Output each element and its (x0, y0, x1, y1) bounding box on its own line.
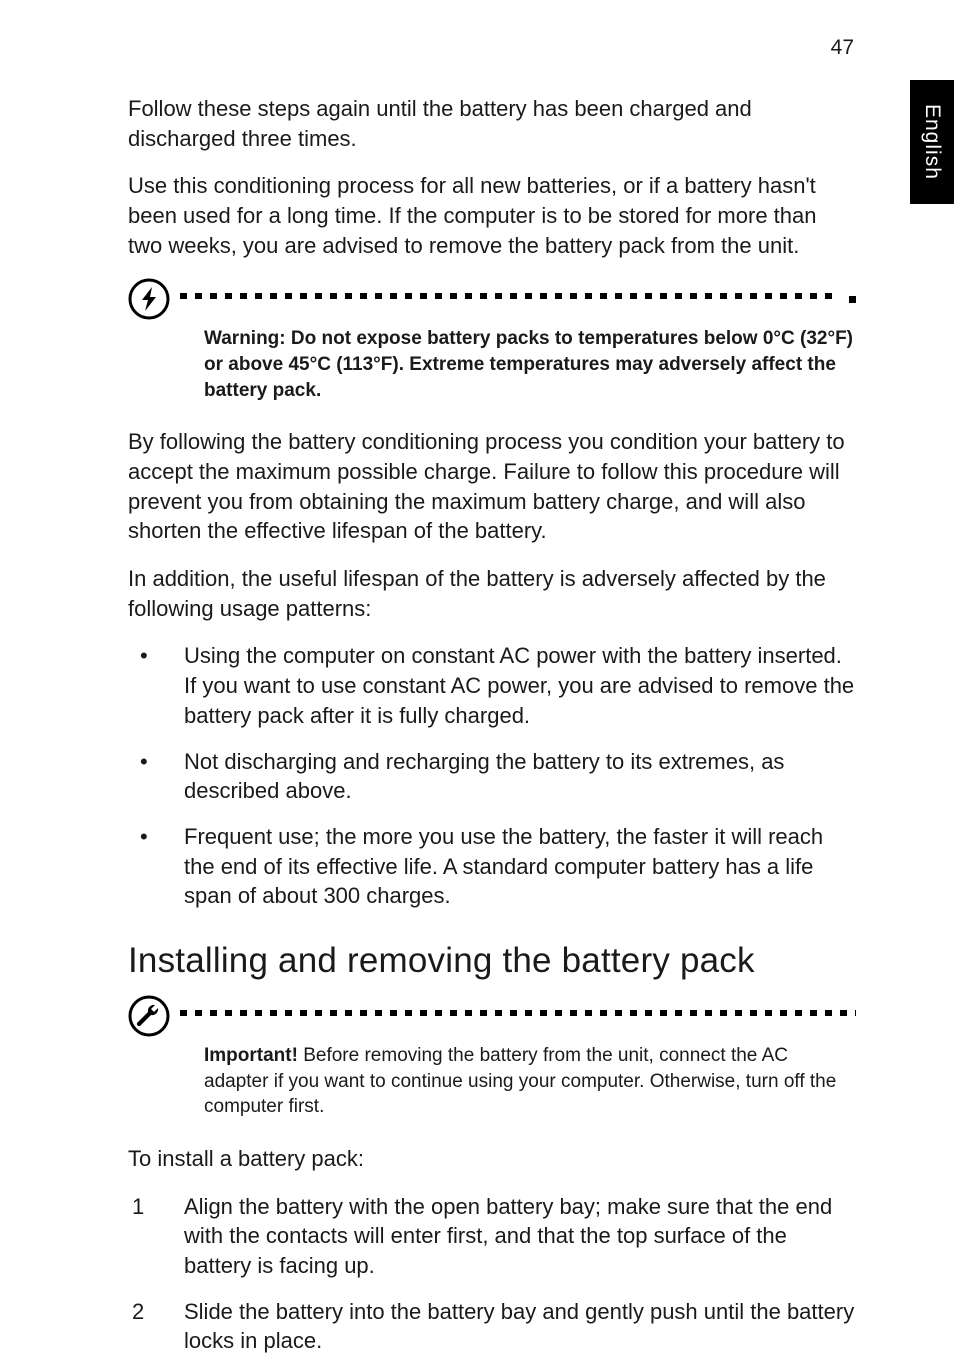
section-heading: Installing and removing the battery pack (128, 941, 856, 981)
important-text: Important! Before removing the battery f… (204, 1043, 856, 1120)
list-item: Slide the battery into the battery bay a… (128, 1297, 856, 1356)
list-item: Not discharging and recharging the batte… (128, 747, 856, 806)
language-tab-label: English (920, 104, 944, 180)
paragraph: Use this conditioning process for all ne… (128, 171, 856, 260)
page-content: Follow these steps again until the batte… (128, 94, 856, 1372)
step-list: Align the battery with the open battery … (128, 1192, 856, 1356)
dash-end (849, 296, 856, 303)
warning-callout: Warning: Do not expose battery packs to … (128, 278, 856, 403)
paragraph: By following the battery conditioning pr… (128, 427, 856, 546)
callout-divider (128, 278, 856, 320)
important-label: Important! (204, 1045, 298, 1066)
list-item: Using the computer on constant AC power … (128, 641, 856, 730)
page-number: 47 (831, 36, 854, 60)
list-item: Align the battery with the open battery … (128, 1192, 856, 1281)
callout-divider (128, 995, 856, 1037)
list-item: Frequent use; the more you use the batte… (128, 822, 856, 911)
important-body: Before removing the battery from the uni… (204, 1045, 836, 1117)
dash-line (180, 1010, 856, 1016)
warning-text: Warning: Do not expose battery packs to … (204, 326, 856, 403)
language-tab: English (910, 80, 954, 204)
warning-body: Warning: Do not expose battery packs to … (204, 328, 853, 400)
paragraph: In addition, the useful lifespan of the … (128, 564, 856, 623)
paragraph: To install a battery pack: (128, 1144, 856, 1174)
wrench-icon (128, 995, 170, 1037)
paragraph: Follow these steps again until the batte… (128, 94, 856, 153)
dash-line (180, 293, 839, 299)
lightning-icon (128, 278, 170, 320)
important-callout: Important! Before removing the battery f… (128, 995, 856, 1120)
bullet-list: Using the computer on constant AC power … (128, 641, 856, 911)
